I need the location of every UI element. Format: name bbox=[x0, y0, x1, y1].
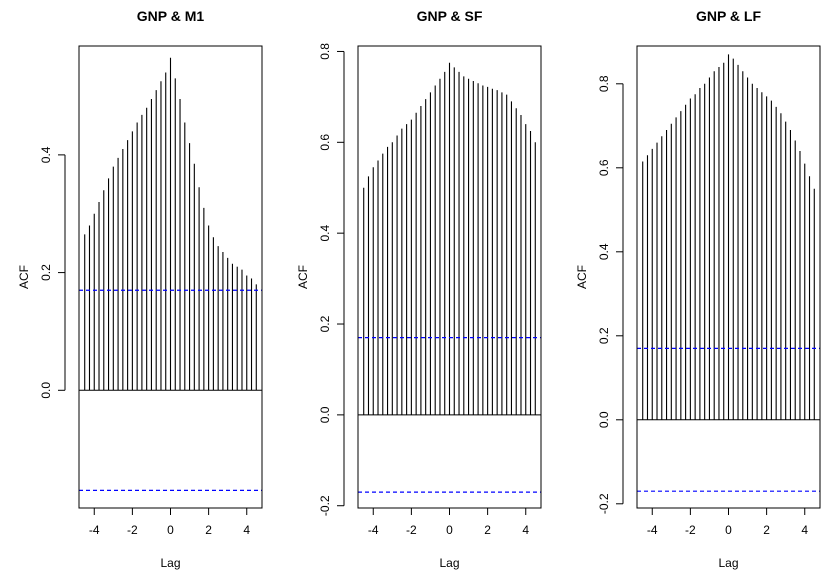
y-tick-label: 0.0 bbox=[318, 406, 332, 423]
x-tick-label: 4 bbox=[522, 523, 529, 537]
panel-1: GNP & M1 -4 -2 0 2 4 0.0 0.2 0.4 Lag ACF bbox=[17, 8, 263, 570]
y-tick-label: 0.0 bbox=[597, 411, 611, 428]
x-tick-label: -4 bbox=[89, 523, 100, 537]
x-tick-label: 2 bbox=[484, 523, 491, 537]
x-axis-label: Lag bbox=[160, 556, 180, 570]
y-axis-label: ACF bbox=[575, 265, 589, 289]
x-tick-label: 2 bbox=[763, 523, 770, 537]
y-tick-label: 0.4 bbox=[39, 146, 53, 163]
x-axis-label: Lag bbox=[718, 556, 738, 570]
y-tick-label: 0.4 bbox=[597, 243, 611, 260]
y-axis-label: ACF bbox=[296, 265, 310, 289]
x-tick-label: 4 bbox=[801, 523, 808, 537]
x-tick-label: -2 bbox=[685, 523, 696, 537]
y-tick-label: 0.6 bbox=[597, 159, 611, 176]
x-tick-label: 4 bbox=[243, 523, 250, 537]
chart-title: GNP & LF bbox=[696, 8, 762, 24]
x-tick-label: -4 bbox=[647, 523, 658, 537]
x-tick-label: 0 bbox=[446, 523, 453, 537]
chart-title: GNP & M1 bbox=[137, 8, 205, 24]
chart-title: GNP & SF bbox=[417, 8, 483, 24]
x-tick-label: -2 bbox=[406, 523, 417, 537]
panel-2: GNP & SF -4 -2 0 2 4 -0.2 0.0 0.2 0.4 0.6 0.8 Lag ACF bbox=[296, 8, 542, 570]
y-tick-label: 0.2 bbox=[597, 327, 611, 344]
x-tick-label: -2 bbox=[127, 523, 138, 537]
y-tick-label: 0.8 bbox=[318, 43, 332, 60]
y-axis-label: ACF bbox=[17, 265, 31, 289]
y-tick-label: 0.0 bbox=[39, 382, 53, 399]
x-tick-label: 0 bbox=[167, 523, 174, 537]
y-tick-label: 0.4 bbox=[318, 224, 332, 241]
y-tick-label: 0.2 bbox=[318, 315, 332, 332]
y-tick-label: 0.6 bbox=[318, 134, 332, 151]
y-tick-label: 0.8 bbox=[597, 75, 611, 92]
y-tick-label: -0.2 bbox=[597, 493, 611, 514]
x-tick-label: 2 bbox=[205, 523, 212, 537]
x-tick-label: 0 bbox=[725, 523, 732, 537]
y-tick-label: 0.2 bbox=[39, 264, 53, 281]
x-tick-label: -4 bbox=[368, 523, 379, 537]
panel-3: GNP & LF -4 -2 0 2 4 -0.2 0.0 0.2 0.4 0.6 0.8 Lag ACF bbox=[575, 8, 821, 570]
y-tick-label: -0.2 bbox=[318, 495, 332, 516]
x-axis-label: Lag bbox=[439, 556, 459, 570]
